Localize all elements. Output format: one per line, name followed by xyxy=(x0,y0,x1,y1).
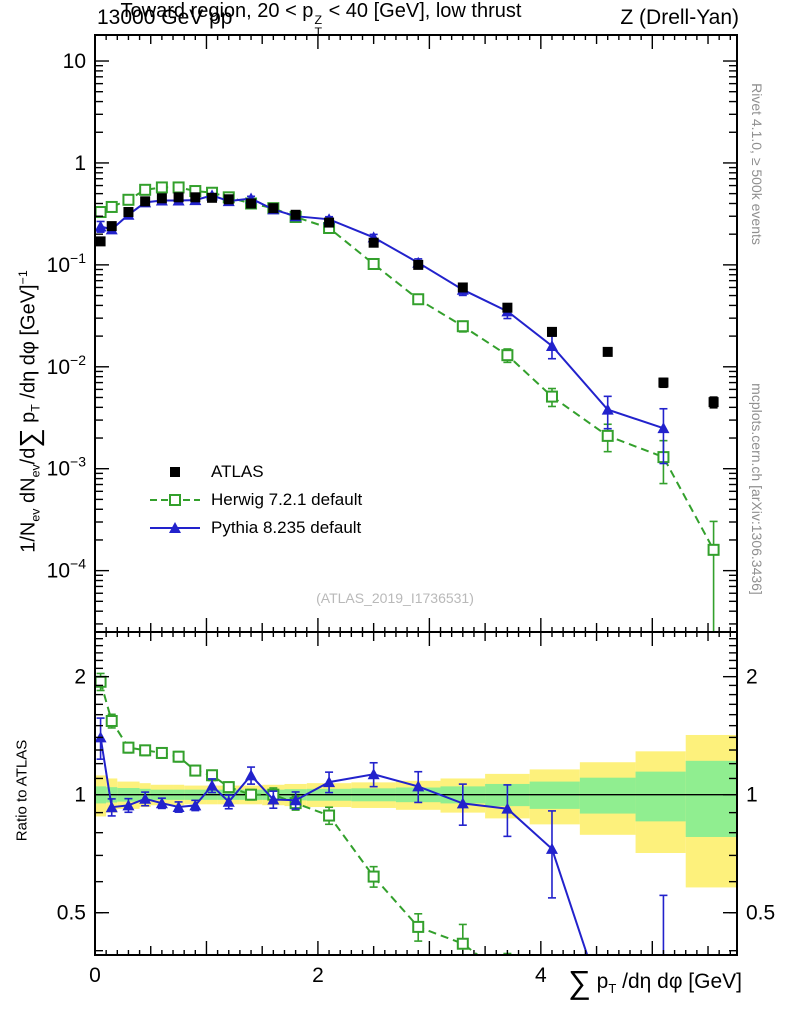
svg-text:2: 2 xyxy=(74,666,86,689)
ylabel-sub: ev xyxy=(28,464,43,478)
series-pythia xyxy=(95,717,668,955)
legend-label-herwig: Herwig 7.2.1 default xyxy=(211,490,363,509)
ylabel-part: dN xyxy=(17,477,40,509)
ratio-panel-series xyxy=(95,672,668,955)
atlas-marker-icon xyxy=(170,467,180,477)
svg-text:10: 10 xyxy=(63,50,86,73)
legend-item-herwig: Herwig 7.2.1 default xyxy=(148,486,362,514)
xlabel-sub: T xyxy=(608,981,617,997)
svg-text:0: 0 xyxy=(89,964,101,987)
ylabel-part: /dη dφ [GeV] xyxy=(17,284,40,405)
main-panel-series xyxy=(95,181,720,632)
sum-symbol: ∑ xyxy=(568,964,591,1000)
svg-text:2: 2 xyxy=(746,666,758,689)
ptz-sub: T xyxy=(314,25,323,40)
svg-text:0.5: 0.5 xyxy=(57,902,86,925)
ylabel-sub: T xyxy=(28,404,43,412)
ylabel-exp: −1 xyxy=(15,270,30,285)
pythia-marker-icon xyxy=(150,522,200,533)
legend-item-pythia: Pythia 8.235 default xyxy=(148,514,362,542)
mcplots-reference-note: mcplots.cern.ch [arXiv:1306.3436] xyxy=(749,383,765,595)
ptz-sup: Z xyxy=(314,12,323,27)
uncertainty-bands xyxy=(95,734,737,888)
svg-text:10−2: 10−2 xyxy=(47,352,87,379)
legend-label-pythia: Pythia 8.235 default xyxy=(211,518,362,537)
svg-text:1: 1 xyxy=(74,784,86,807)
svg-text:10−4: 10−4 xyxy=(47,556,87,583)
axis-ticks xyxy=(94,35,737,955)
series-pythia xyxy=(95,189,670,465)
legend: ATLAS Herwig 7.2.1 default Pythia 8.235 … xyxy=(148,458,362,542)
rivet-version-note: Rivet 4.1.0, ≥ 500k events xyxy=(749,83,765,245)
series-herwig xyxy=(95,181,720,632)
ylabel-part: /d xyxy=(17,447,40,465)
y-axis-label: 1/Nev dNev/d∑ pT /dη dφ [GeV]−1 xyxy=(15,112,46,712)
ylabel-part: p xyxy=(17,411,40,429)
beam-energy-label: 13000 GeV pp xyxy=(97,6,233,29)
x-axis-label: ∑ pT /dη dφ [GeV] xyxy=(568,964,742,1001)
svg-text:1: 1 xyxy=(74,152,86,175)
title-text-post: < 40 [GeV], low thrust xyxy=(323,0,522,22)
title-text-pre: Toward region, 20 < p xyxy=(120,0,314,22)
svg-text:0.5: 0.5 xyxy=(746,902,775,925)
panel-frames xyxy=(94,34,738,956)
axis-tick-labels: 0 2 4 10−4 10−3 10−2 10−1 1 10 0.5 0.5 1 1 2 2 xyxy=(47,50,776,987)
ylabel-sub: ev xyxy=(28,508,43,522)
svg-text:2: 2 xyxy=(312,964,324,987)
process-label: Z (Drell-Yan) xyxy=(620,6,739,29)
svg-text:10−3: 10−3 xyxy=(47,454,87,481)
series-atlas xyxy=(95,192,719,409)
xlabel-part: /dη dφ [GeV] xyxy=(616,970,742,993)
analysis-id-watermark: (ATLAS_2019_I1736531) xyxy=(316,590,474,606)
ylabel-part: 1/N xyxy=(17,521,40,553)
legend-label-atlas: ATLAS xyxy=(211,462,264,481)
sum-symbol: ∑ xyxy=(14,428,45,448)
legend-item-atlas: ATLAS xyxy=(148,458,362,486)
svg-text:10−1: 10−1 xyxy=(47,250,87,277)
ratio-axis-label: Ratio to ATLAS xyxy=(13,739,31,842)
herwig-marker-icon xyxy=(150,494,200,506)
xlabel-part: p xyxy=(590,970,609,993)
svg-text:4: 4 xyxy=(535,964,547,987)
svg-text:1: 1 xyxy=(746,784,758,807)
